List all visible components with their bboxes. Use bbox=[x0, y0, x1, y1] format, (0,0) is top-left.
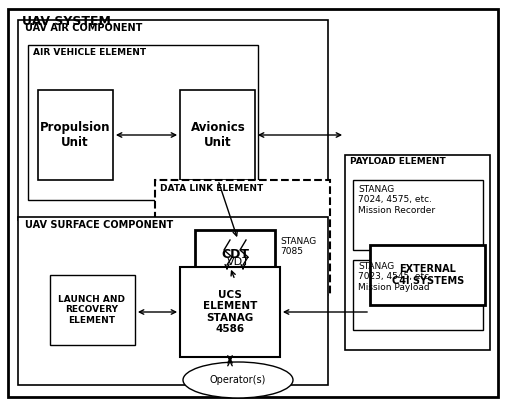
Text: STANAG
7023, 4545, etc.
Mission Payload: STANAG 7023, 4545, etc. Mission Payload bbox=[358, 262, 432, 292]
Bar bbox=[180, 267, 280, 357]
Bar bbox=[195, 230, 275, 280]
Text: UAV AIR COMPONENT: UAV AIR COMPONENT bbox=[25, 23, 142, 33]
Bar bbox=[198, 240, 278, 285]
Bar bbox=[28, 45, 258, 200]
Bar bbox=[50, 275, 135, 345]
Bar bbox=[18, 217, 328, 385]
Text: Propulsion
Unit: Propulsion Unit bbox=[40, 121, 110, 149]
Text: CDT: CDT bbox=[221, 249, 249, 262]
Bar bbox=[18, 20, 328, 220]
Text: DATA LINK ELEMENT: DATA LINK ELEMENT bbox=[160, 184, 263, 193]
Text: PAYLOAD ELEMENT: PAYLOAD ELEMENT bbox=[350, 157, 446, 166]
Bar bbox=[353, 180, 483, 250]
Text: UAV SURFACE COMPONENT: UAV SURFACE COMPONENT bbox=[25, 220, 173, 230]
Text: VDT: VDT bbox=[227, 257, 249, 267]
Bar bbox=[353, 260, 483, 330]
Bar bbox=[345, 155, 490, 350]
Text: STANAG
7024, 4575, etc.
Mission Recorder: STANAG 7024, 4575, etc. Mission Recorder bbox=[358, 185, 435, 215]
Text: Operator(s): Operator(s) bbox=[210, 375, 266, 385]
Text: EXTERNAL
C4I SYSTEMS: EXTERNAL C4I SYSTEMS bbox=[392, 264, 464, 286]
Text: AIR VEHICLE ELEMENT: AIR VEHICLE ELEMENT bbox=[33, 48, 146, 57]
Text: LAUNCH AND
RECOVERY
ELEMENT: LAUNCH AND RECOVERY ELEMENT bbox=[58, 295, 126, 325]
Bar bbox=[38, 90, 113, 180]
Bar bbox=[155, 180, 330, 295]
Bar bbox=[180, 90, 255, 180]
Bar bbox=[370, 245, 485, 305]
Text: UAV SYSTEM: UAV SYSTEM bbox=[22, 15, 111, 28]
Text: STANAG
7085: STANAG 7085 bbox=[280, 237, 316, 256]
Text: UCS
ELEMENT
STANAG
4586: UCS ELEMENT STANAG 4586 bbox=[203, 290, 257, 335]
Text: Avionics
Unit: Avionics Unit bbox=[191, 121, 245, 149]
Ellipse shape bbox=[183, 362, 293, 398]
